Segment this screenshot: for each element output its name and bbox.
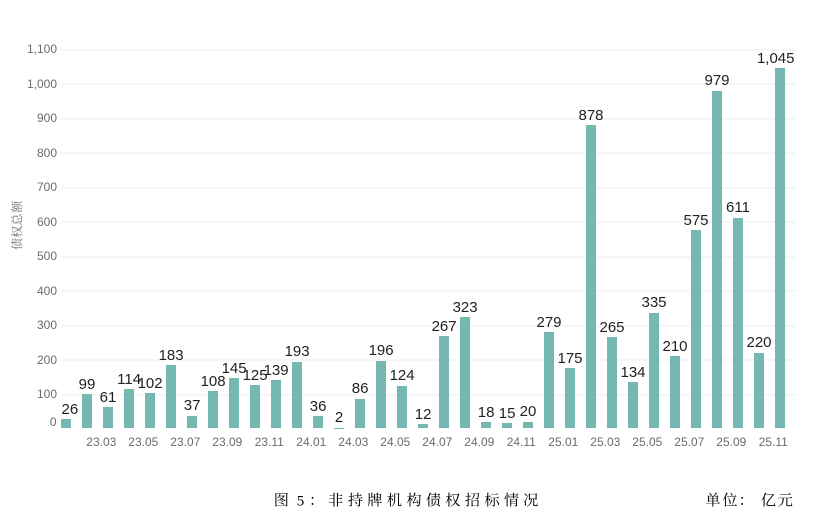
svg-text:5: 5 — [297, 493, 305, 509]
